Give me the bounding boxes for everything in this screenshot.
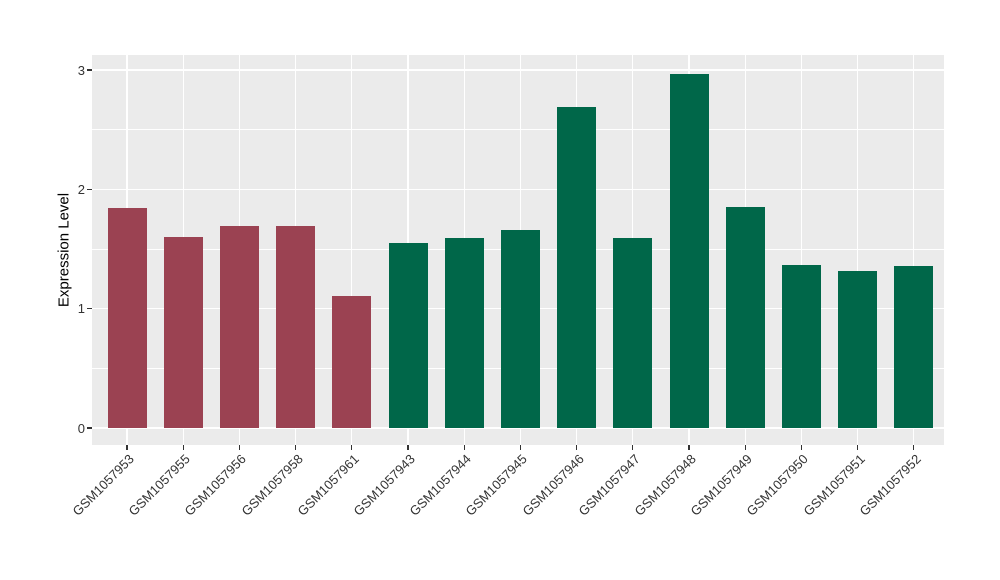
category-gridline xyxy=(856,55,859,445)
bar-GSM1057953 xyxy=(107,208,147,428)
x-tick-mark xyxy=(126,445,128,450)
bar-GSM1057943 xyxy=(388,243,428,428)
x-tick-mark xyxy=(519,445,522,450)
x-tick-mark xyxy=(407,445,409,450)
category-gridline xyxy=(800,55,803,445)
x-tick-mark xyxy=(688,445,690,450)
y-tick-label: 1 xyxy=(77,301,85,317)
y-tick-mark xyxy=(87,69,92,71)
category-gridline xyxy=(351,55,353,445)
x-tick-mark xyxy=(913,445,915,450)
x-tick-mark xyxy=(294,445,297,450)
bar-GSM1057952 xyxy=(894,265,934,428)
bar-GSM1057944 xyxy=(444,238,484,428)
bar-GSM1057950 xyxy=(781,264,821,428)
major-gridline xyxy=(92,69,944,71)
y-tick-mark xyxy=(87,188,92,191)
x-tick-mark xyxy=(463,445,465,450)
x-tick-mark xyxy=(744,445,746,450)
bar-GSM1057961 xyxy=(332,295,372,428)
x-tick-mark xyxy=(351,445,353,450)
bar-GSM1057958 xyxy=(276,226,316,428)
x-tick-mark xyxy=(856,445,859,450)
x-tick-mark xyxy=(632,445,634,450)
minor-gridline xyxy=(92,129,944,131)
bar-GSM1057949 xyxy=(725,207,765,428)
bar-GSM1057945 xyxy=(500,229,540,428)
x-tick-mark xyxy=(182,445,184,450)
y-axis-title: Expression Level xyxy=(55,192,73,308)
major-gridline xyxy=(92,188,944,191)
x-tick-mark xyxy=(800,445,803,450)
y-tick-mark xyxy=(87,307,92,310)
x-tick-mark xyxy=(238,445,241,450)
bar-GSM1057956 xyxy=(219,226,259,428)
bar-GSM1057947 xyxy=(613,238,653,428)
category-gridline xyxy=(913,55,915,445)
bar-GSM1057948 xyxy=(669,73,709,428)
x-tick-mark xyxy=(575,445,578,450)
y-tick-mark xyxy=(87,427,92,429)
y-tick-label: 0 xyxy=(77,420,85,436)
plot-panel xyxy=(92,55,944,445)
y-tick-label: 2 xyxy=(77,181,85,197)
bar-GSM1057955 xyxy=(163,237,203,428)
bar-GSM1057951 xyxy=(838,270,878,428)
y-tick-label: 3 xyxy=(77,62,85,78)
bar-GSM1057946 xyxy=(557,107,597,428)
